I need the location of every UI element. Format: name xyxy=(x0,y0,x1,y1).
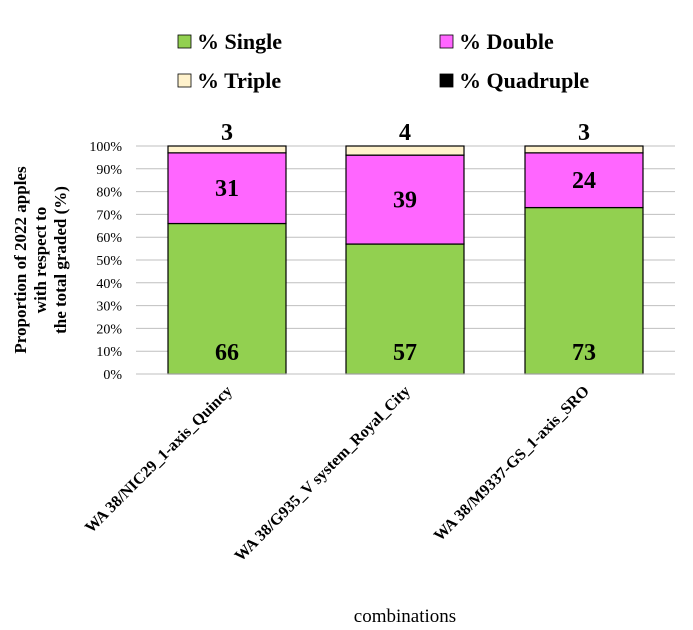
y-axis-title-line: the total graded (%) xyxy=(51,186,70,334)
y-tick-label: 70% xyxy=(96,208,122,223)
data-label-triple: 4 xyxy=(399,120,411,146)
data-label-double: 31 xyxy=(215,176,239,202)
legend-swatch-double xyxy=(439,34,454,49)
legend-swatch-single xyxy=(177,34,192,49)
data-label-double: 24 xyxy=(572,168,596,194)
y-tick-label: 50% xyxy=(96,254,122,269)
y-axis-title: Proportion of 2022 appleswith respect to… xyxy=(11,166,70,354)
legend-label-single: % Single xyxy=(197,29,282,54)
y-tick-label: 90% xyxy=(96,163,122,178)
data-label-single: 73 xyxy=(572,340,596,366)
y-axis-title-line: Proportion of 2022 apples xyxy=(11,166,30,354)
bar-triple-2 xyxy=(345,145,465,156)
data-label-single: 66 xyxy=(215,340,239,366)
y-tick-label: 30% xyxy=(96,300,122,315)
legend-swatch-quadruple xyxy=(439,73,454,88)
y-axis: 0% 10% 20% 30% 40% 50% 60% 70% 80% 90% 100% xyxy=(89,140,122,383)
y-axis-title-line: with respect to xyxy=(31,207,50,313)
bar-single-1 xyxy=(167,222,287,375)
data-label-double: 39 xyxy=(393,188,417,214)
bars xyxy=(167,145,644,375)
bar-single-2 xyxy=(345,243,465,375)
y-tick-label: 20% xyxy=(96,322,122,337)
x-axis-title: combinations xyxy=(354,606,456,627)
data-label-triple: 3 xyxy=(578,120,590,146)
y-tick-label: 40% xyxy=(96,277,122,292)
bar-double-3 xyxy=(524,152,644,209)
bar-triple-3 xyxy=(524,145,644,154)
legend-label-double: % Double xyxy=(459,29,554,54)
bar-double-1 xyxy=(167,152,287,225)
legend-label-quadruple: % Quadruple xyxy=(459,68,589,93)
x-tick-label: WA 38/M9337-GS_1-axis_SRO xyxy=(431,383,593,545)
data-label-triple: 3 xyxy=(221,120,233,146)
y-tick-label: 60% xyxy=(96,231,122,246)
y-tick-label: 100% xyxy=(89,140,122,155)
x-tick-label: WA 38/G935_V system_Royal_City xyxy=(232,383,414,565)
legend: % Single % Double % Triple % Quadruple xyxy=(177,29,589,93)
legend-label-triple: % Triple xyxy=(197,68,281,93)
y-tick-label: 10% xyxy=(96,345,122,360)
y-tick-label: 0% xyxy=(103,368,122,383)
bar-double-2 xyxy=(345,154,465,245)
data-label-single: 57 xyxy=(393,340,417,366)
bar-single-3 xyxy=(524,206,644,375)
legend-swatch-triple xyxy=(177,73,192,88)
data-labels: 66 31 3 57 39 4 73 24 3 xyxy=(215,120,596,366)
bar-triple-1 xyxy=(167,145,287,154)
y-tick-label: 80% xyxy=(96,186,122,201)
x-tick-label: WA 38/NIC29_1-axis_Quincy xyxy=(82,383,236,537)
